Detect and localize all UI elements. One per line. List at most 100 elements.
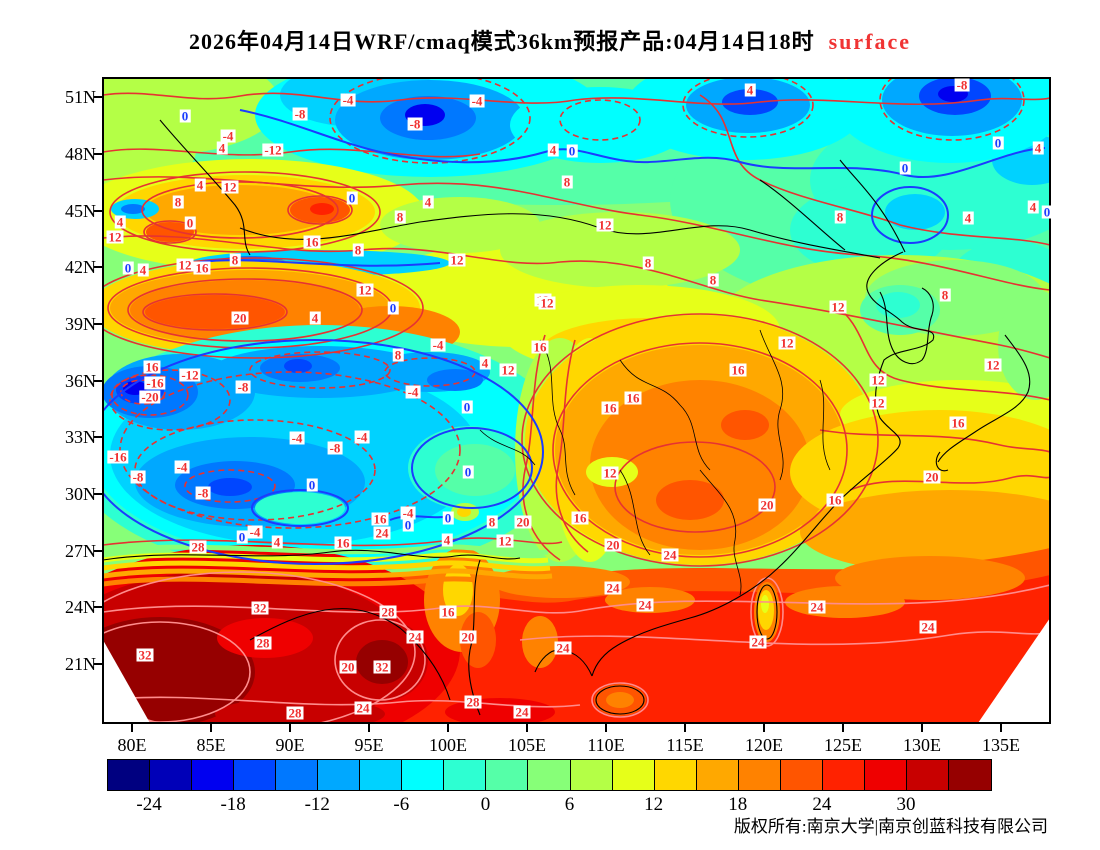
chart-title-text: 2026年04月14日WRF/cmaq模式36km预报产品:04月14日18时 [188,29,815,54]
contour-label: 12 [538,295,556,311]
contour-label: 16 [571,510,589,526]
contour-label: 4 [479,355,491,371]
contour-label: 24 [373,525,391,541]
colorbar-cell [234,760,277,790]
lon-ticks [131,724,1002,732]
contour-label: -12 [262,142,284,158]
contour-label: 12 [496,533,514,549]
contour-label: 8 [834,209,846,225]
contour-label: 0 [179,108,191,124]
lon-axis-label: 90E [275,735,305,755]
contour-label: 4 [194,177,206,193]
lon-axis-label: 115E [666,735,704,755]
contour-label: 8 [642,255,654,271]
colorbar [107,759,992,791]
contour-label: 0 [442,510,454,526]
contour-label: -8 [954,77,970,93]
contour-label: 12 [829,299,847,315]
chart-title-highlight: surface [828,29,912,54]
contour-label: 20 [231,310,249,326]
contour-label: -16 [144,375,166,391]
lon-axis-label: 80E [117,735,147,755]
contour-label: 20 [514,514,532,530]
contour-label: 16 [624,390,642,406]
lat-axis-label: 21N [65,654,96,674]
contour-label: 24 [406,629,424,645]
contour-label: -4 [340,92,356,108]
lon-axis-label: 100E [429,735,467,755]
lon-axis-label: 85E [196,735,226,755]
colorbar-cell [150,760,193,790]
lat-axis-label: 24N [65,597,96,617]
contour-label: -12 [179,367,201,383]
contour-label: 4 [547,142,559,158]
lon-axis-label: 120E [745,735,783,755]
contour-label: 4 [271,534,283,550]
contour-label: 16 [334,535,352,551]
lat-axis-label: 45N [65,201,96,221]
colorbar-tick-label: 18 [728,794,748,815]
colorbar-cell [108,760,151,790]
contour-label: 4 [137,262,149,278]
contour-label: 4 [114,214,126,230]
colorbar-tick-label: 6 [564,794,575,815]
chart-title: 2026年04月14日WRF/cmaq模式36km预报产品:04月14日18时 s… [0,24,1100,56]
contour-label: -8 [195,485,211,501]
contour-label: 0 [184,215,196,231]
contour-label: 32 [373,659,391,675]
contour-label: 16 [371,511,389,527]
contour-label: 12 [601,465,619,481]
contour-label: -4 [220,128,236,144]
contour-label: 4 [422,194,434,210]
contour-label: 4 [309,310,321,326]
lat-axis-label: 30N [65,484,96,504]
map-cut-corner-left [103,640,150,723]
contour-label: 20 [459,629,477,645]
contour-label: -4 [405,384,421,400]
contour-label: 0 [461,399,473,415]
contour-label: 12 [356,282,374,298]
lat-axis-label: 27N [65,541,96,561]
contour-label: -4 [354,429,370,445]
lat-axis-label: 42N [65,257,96,277]
contour-label: -16 [107,449,129,465]
contour-label: 4 [216,140,228,156]
contour-label: 0 [566,143,578,159]
contour-label: 24 [604,580,622,596]
contour-label: -4 [430,337,446,353]
colorbar-tick-label: 0 [480,794,491,815]
contour-label: 0 [992,135,1004,151]
colorbar-cell [948,760,991,790]
contour-label: 32 [251,600,269,616]
contour-label: 0 [122,260,134,276]
contour-label: -8 [292,106,308,122]
map-frame [102,77,1051,724]
colorbar-cell [612,760,655,790]
contour-label: 16 [303,234,321,250]
contour-label: 0 [1041,204,1053,220]
lon-axis-label: 110E [587,735,625,755]
colorbar-tick-label: -6 [393,794,410,815]
colorbar-tick-label: -12 [304,794,330,815]
contour-label: 8 [352,242,364,258]
contour-label: 4 [441,532,453,548]
contour-label: 0 [402,517,414,533]
lat-axis-label: 48N [65,144,96,164]
contour-label: 16 [601,400,619,416]
contour-label: 8 [561,174,573,190]
contour-label: 12 [778,335,796,351]
contour-label: 12 [448,252,466,268]
contour-label: -4 [247,524,263,540]
colorbar-tick-label: 30 [896,794,916,815]
contour-label: -8 [327,440,343,456]
contour-label: 16 [143,359,161,375]
contour-label: 12 [176,257,194,273]
colorbar-cell [570,760,613,790]
contour-label: 0 [236,529,248,545]
contour-label: 8 [707,272,719,288]
lon-axis-label: 95E [354,735,384,755]
contour-label: 28 [464,694,482,710]
contour-label: 12 [984,357,1002,373]
